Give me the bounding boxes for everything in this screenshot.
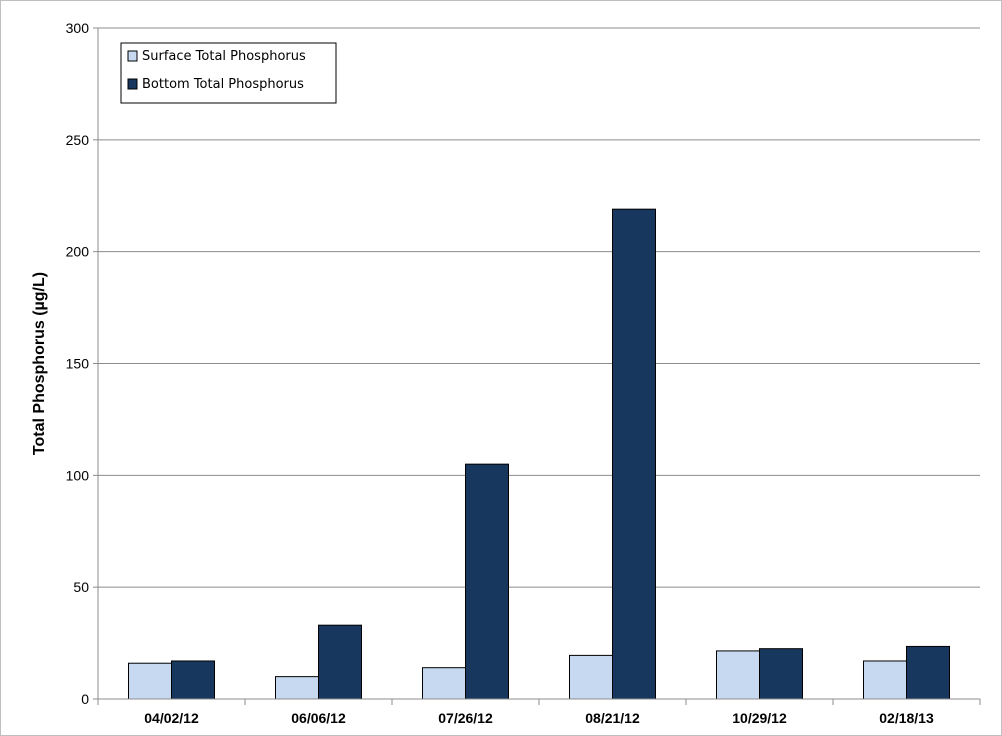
- bar-surface: [128, 662, 172, 700]
- bar-surface: [716, 650, 760, 700]
- legend: Surface Total Phosphorus Bottom Total Pho…: [120, 42, 337, 104]
- y-tick-label: 0: [81, 691, 89, 707]
- legend-box: [120, 42, 337, 104]
- x-tick-label: 02/18/13: [879, 710, 934, 726]
- x-tick-label: 10/29/12: [732, 710, 787, 726]
- bar-surface: [569, 654, 613, 700]
- legend-swatch: [127, 78, 138, 90]
- gridlines: [98, 27, 980, 588]
- legend-label: Bottom Total Phosphorus: [142, 77, 304, 92]
- bar-surface: [275, 676, 319, 700]
- x-tick-label: 04/02/12: [144, 710, 199, 726]
- y-tick-label: 50: [73, 579, 89, 595]
- y-axis-title: Total Phosphorus (µg/L): [31, 272, 48, 455]
- bar-bottom: [906, 645, 950, 700]
- bar-bottom: [318, 624, 362, 700]
- x-tick-label: 08/21/12: [585, 710, 640, 726]
- bars: [128, 208, 950, 700]
- bar-surface: [863, 660, 907, 700]
- y-tick-label: 300: [66, 20, 90, 36]
- x-tick-label: 07/26/12: [438, 710, 493, 726]
- y-tick-label: 250: [66, 132, 90, 148]
- y-tick-label: 200: [66, 244, 90, 260]
- bar-bottom: [465, 463, 509, 700]
- y-tick-label: 100: [66, 467, 90, 483]
- x-tick-label: 06/06/12: [291, 710, 346, 726]
- bar-surface: [422, 667, 466, 700]
- bar-bottom: [759, 648, 803, 700]
- x-axis-ticks: 04/02/12 06/06/12 07/26/12 08/21/12 10/29/12…: [97, 699, 981, 726]
- y-axis-ticks: 0 50 100 150 200 250 300: [66, 20, 98, 707]
- bar-bottom: [171, 660, 215, 700]
- legend-swatch: [127, 50, 138, 62]
- legend-label: Surface Total Phosphorus: [142, 49, 306, 64]
- bar-bottom: [612, 208, 656, 700]
- y-tick-label: 150: [66, 356, 90, 372]
